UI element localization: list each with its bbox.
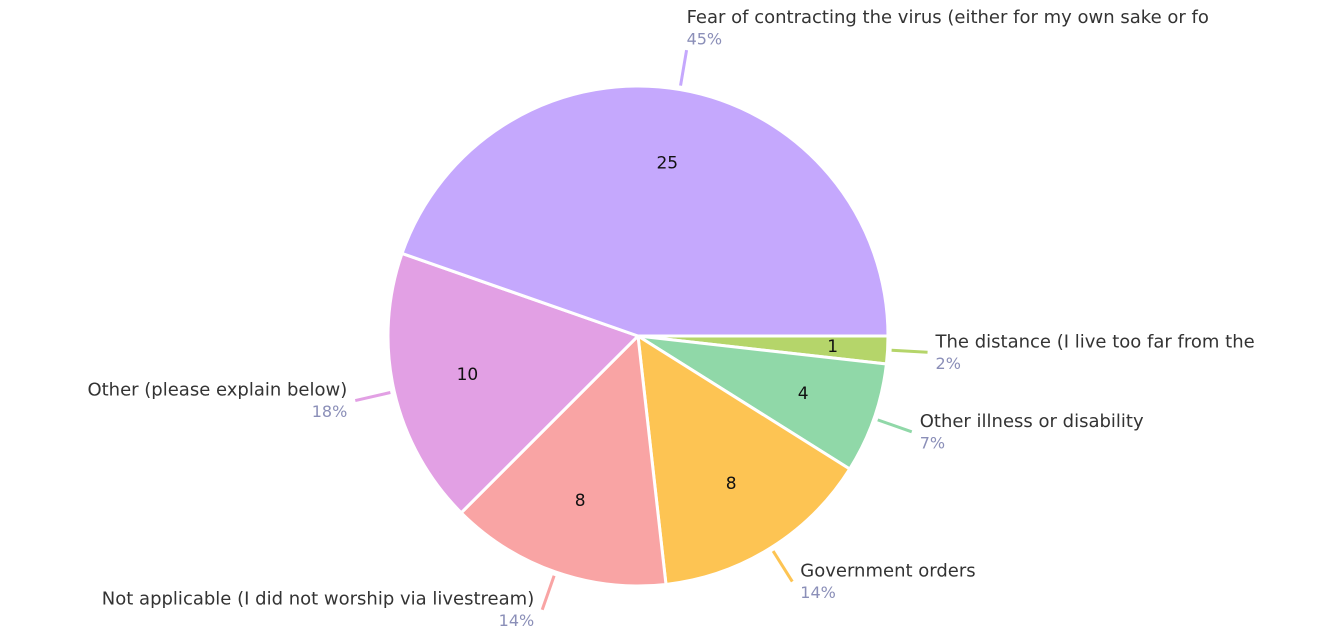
slice-label: Government orders — [800, 561, 975, 582]
percent-label: 18% — [312, 402, 348, 421]
value-label: 8 — [575, 491, 586, 511]
pie-slice — [386, 251, 641, 515]
slice-label: Other illness or disability — [920, 411, 1144, 432]
pie-slice — [459, 332, 668, 588]
value-label: 25 — [656, 153, 678, 173]
percent-label: 45% — [687, 30, 723, 49]
percent-label: 14% — [800, 583, 836, 602]
value-label: 4 — [798, 384, 809, 404]
pie-slice — [636, 333, 852, 587]
leader-line — [679, 49, 689, 86]
slice-label: The distance (I live too far from the — [935, 331, 1255, 352]
slice-label: Fear of contracting the virus (either fo… — [687, 7, 1209, 28]
slice-label: Not applicable (I did not worship via li… — [102, 589, 534, 610]
leader-line — [354, 391, 391, 402]
percent-label: 2% — [936, 354, 961, 373]
slice-label: Other (please explain below) — [87, 380, 347, 401]
leader-line — [540, 575, 556, 611]
value-label: 1 — [827, 337, 838, 357]
leader-line — [891, 348, 928, 354]
pie-slice — [637, 334, 889, 472]
leader-line — [877, 418, 913, 434]
percent-label: 7% — [920, 433, 945, 452]
percent-label: 14% — [499, 611, 535, 630]
value-label: 10 — [457, 365, 479, 385]
leader-line — [771, 550, 794, 583]
value-label: 8 — [726, 474, 737, 494]
pie-slice — [400, 84, 890, 338]
